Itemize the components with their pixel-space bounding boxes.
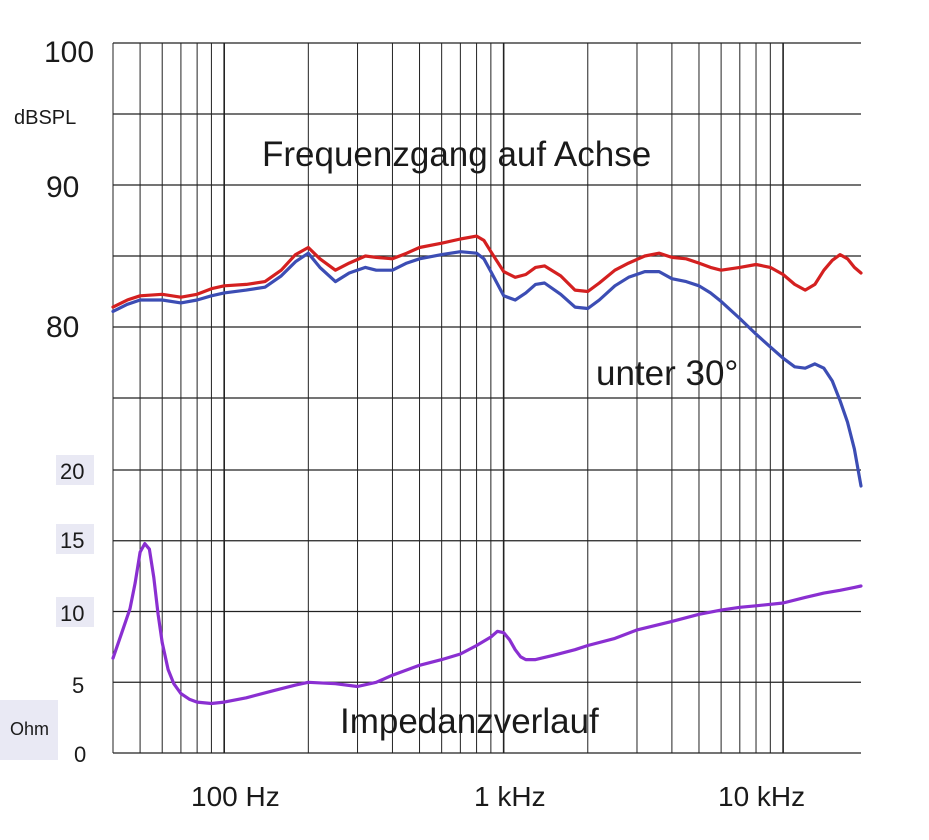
impedance-line bbox=[111, 542, 863, 706]
spl-unit-label: dBSPL bbox=[14, 107, 76, 129]
impedance-label-bg-20 bbox=[56, 455, 94, 485]
impedance-tick-20: 20 bbox=[60, 459, 84, 484]
chart-grid bbox=[112, 42, 861, 754]
impedance-unit-bg bbox=[0, 700, 58, 760]
impedance-axis-labels: 20 15 10 5 Ohm 0 bbox=[0, 455, 94, 767]
spl-tick-80: 80 bbox=[46, 311, 79, 344]
impedance-tick-15: 15 bbox=[60, 528, 84, 553]
off-axis-label: unter 30° bbox=[596, 354, 738, 393]
impedance-tick-10: 10 bbox=[60, 601, 84, 626]
chart-curves bbox=[111, 234, 863, 706]
spl-tick-90: 90 bbox=[46, 171, 79, 204]
on-axis-response-line bbox=[111, 234, 863, 309]
x-tick-100hz: 100 Hz bbox=[191, 781, 280, 812]
impedance-label-bg-10 bbox=[56, 597, 94, 627]
off-axis-30deg-response-line bbox=[111, 250, 863, 488]
impedance-label-bg-15 bbox=[56, 524, 94, 554]
spl-axis-labels: 100 dBSPL 90 80 bbox=[14, 36, 94, 344]
x-axis-labels: 100 Hz 1 kHz 10 kHz bbox=[191, 781, 805, 812]
impedance-curve-label: Impedanzverlauf bbox=[340, 702, 599, 741]
x-tick-1khz: 1 kHz bbox=[474, 781, 546, 812]
chart-title: Frequenzgang auf Achse bbox=[262, 135, 651, 174]
x-tick-10khz: 10 kHz bbox=[718, 781, 805, 812]
impedance-tick-0: 0 bbox=[74, 742, 86, 767]
impedance-tick-5: 5 bbox=[72, 673, 84, 698]
impedance-unit-label: Ohm bbox=[10, 719, 49, 739]
spl-tick-100: 100 bbox=[44, 36, 94, 69]
